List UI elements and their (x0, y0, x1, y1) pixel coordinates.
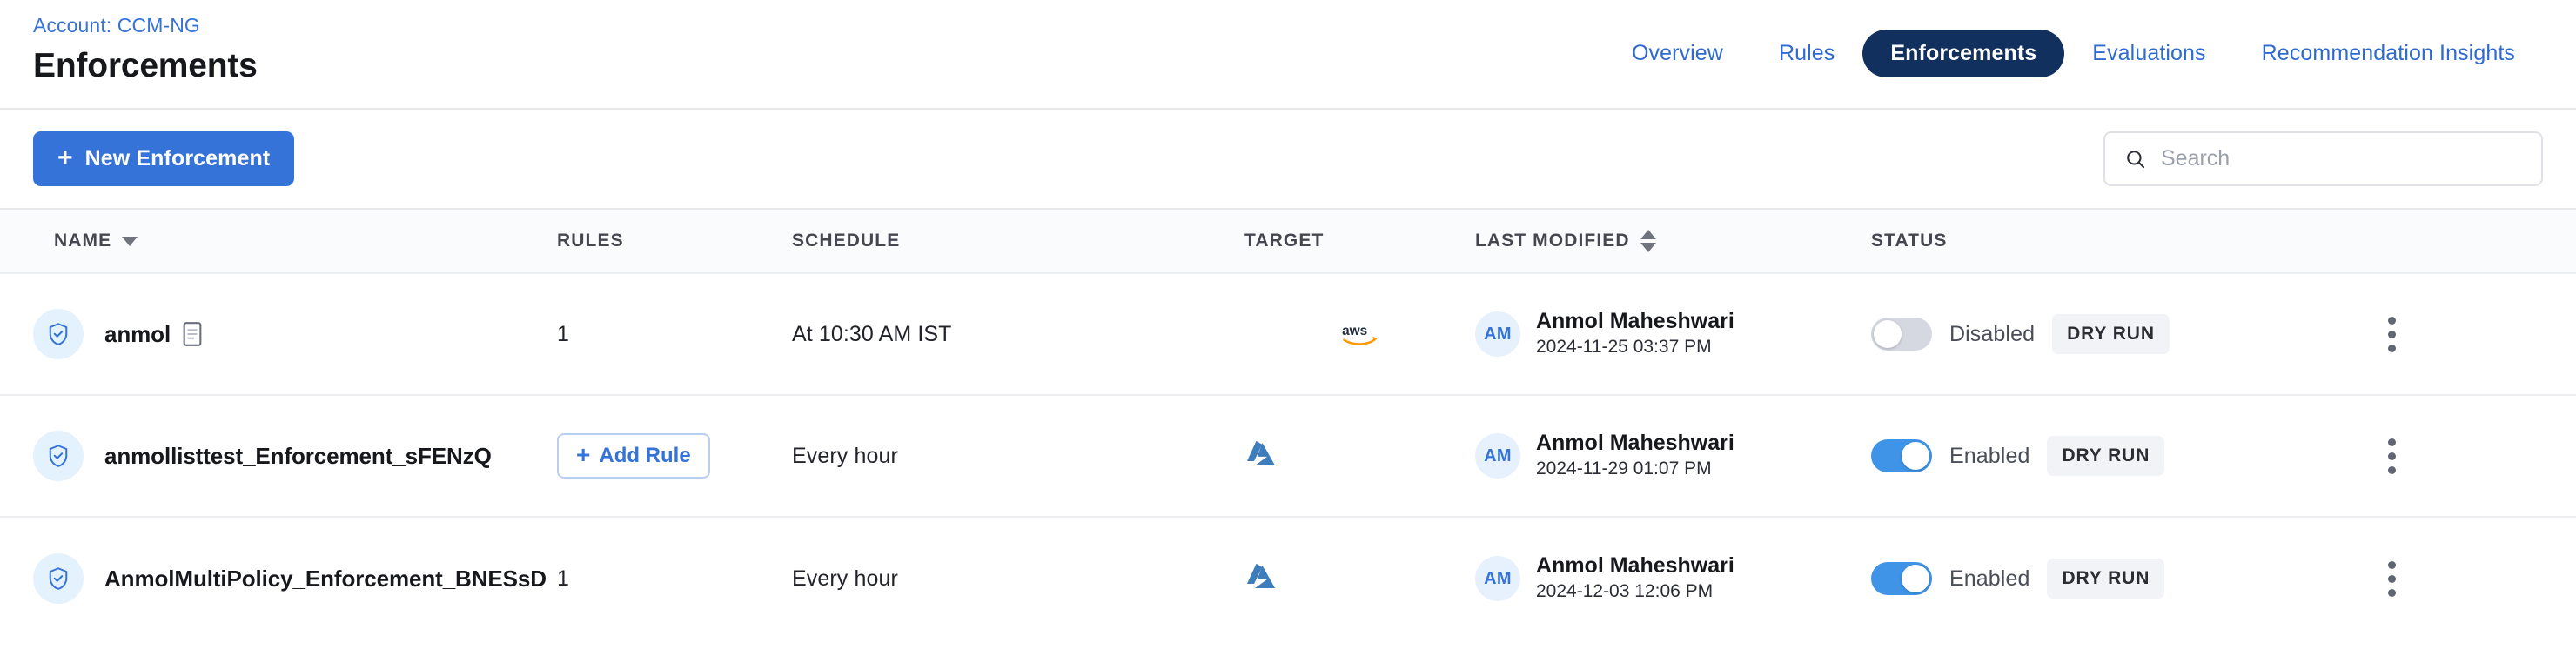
modified-at: 2024-11-29 01:07 PM (1536, 459, 1712, 479)
avatar: AM (1475, 311, 1520, 357)
schedule-text: At 10:30 AM IST (792, 321, 952, 346)
modified-at: 2024-12-03 12:06 PM (1536, 581, 1714, 602)
cell-actions (2341, 310, 2576, 359)
rules-count: 1 (557, 321, 570, 346)
column-header-last-modified-label: LAST MODIFIED (1475, 231, 1630, 251)
new-enforcement-label: New Enforcement (84, 146, 271, 171)
status-toggle[interactable] (1871, 562, 1932, 595)
enforcement-name[interactable]: anmollisttest_Enforcement_sFENzQ (104, 442, 492, 469)
cell-actions (2341, 554, 2576, 604)
azure-logo-icon (1244, 563, 1278, 595)
modified-by: Anmol Maheshwari (1536, 309, 1734, 334)
header-left: Account: CCM-NG Enforcements (33, 0, 258, 89)
azure-logo-icon (1244, 440, 1278, 472)
schedule-text: Every hour (792, 443, 898, 468)
plus-icon: + (57, 143, 73, 172)
add-rule-label: Add Rule (599, 444, 691, 467)
cell-status: Enabled DRY RUN (1871, 559, 2341, 599)
search-icon (2127, 150, 2145, 168)
cell-target (1244, 439, 1475, 473)
cell-last-modified: AM Anmol Maheshwari 2024-11-25 03:37 PM (1475, 308, 1871, 360)
kebab-menu-icon[interactable] (2381, 310, 2403, 359)
enforcement-name[interactable]: AnmolMultiPolicy_Enforcement_BNESsD (104, 565, 547, 592)
page-title: Enforcements (33, 47, 258, 85)
cell-name: anmollisttest_Enforcement_sFENzQ (0, 431, 557, 481)
avatar: AM (1475, 556, 1520, 601)
cell-target: aws (1244, 321, 1475, 347)
dry-run-badge: DRY RUN (2047, 436, 2165, 476)
toolbar: + New Enforcement (0, 110, 2576, 210)
cell-target (1244, 562, 1475, 596)
cell-rules: 1 (557, 322, 792, 347)
dry-run-badge: DRY RUN (2047, 559, 2165, 599)
cell-status: Disabled DRY RUN (1871, 314, 2341, 354)
tab-rules[interactable]: Rules (1778, 41, 1835, 65)
cell-last-modified: AM Anmol Maheshwari 2024-12-03 12:06 PM (1475, 552, 1871, 605)
column-header-rules-label: RULES (557, 231, 624, 251)
column-header-status: STATUS (1871, 231, 2341, 251)
kebab-menu-icon[interactable] (2381, 432, 2403, 481)
cell-name: AnmolMultiPolicy_Enforcement_BNESsD (0, 553, 557, 604)
tab-overview[interactable]: Overview (1631, 41, 1723, 65)
status-label: Disabled (1949, 321, 2036, 346)
svg-text:aws: aws (1342, 324, 1367, 338)
modified-at: 2024-11-25 03:37 PM (1536, 337, 1712, 358)
dry-run-badge: DRY RUN (2052, 314, 2170, 354)
cell-actions (2341, 432, 2576, 481)
status-label: Enabled (1949, 566, 2030, 591)
tab-evaluations[interactable]: Evaluations (2092, 41, 2206, 65)
status-label: Enabled (1949, 443, 2030, 468)
status-toggle[interactable] (1871, 439, 1932, 472)
new-enforcement-button[interactable]: + New Enforcement (33, 131, 295, 186)
sort-both-icon[interactable] (1640, 230, 1656, 252)
column-header-name-label: NAME (54, 231, 112, 251)
search-input[interactable] (2161, 146, 2522, 171)
cell-last-modified: AM Anmol Maheshwari 2024-11-29 01:07 PM (1475, 430, 1871, 482)
cell-schedule: At 10:30 AM IST (792, 322, 1244, 347)
search-box[interactable] (2103, 131, 2543, 186)
plus-icon: + (576, 441, 591, 468)
column-header-last-modified[interactable]: LAST MODIFIED (1475, 230, 1871, 252)
aws-logo-icon: aws (1244, 321, 1475, 347)
enforcement-name[interactable]: anmol (104, 320, 171, 347)
rules-count: 1 (557, 566, 570, 591)
shield-check-icon (33, 431, 84, 481)
column-header-status-label: STATUS (1871, 231, 1948, 251)
avatar: AM (1475, 433, 1520, 479)
schedule-text: Every hour (792, 566, 898, 591)
tab-recommendation-insights[interactable]: Recommendation Insights (2261, 41, 2515, 65)
cell-schedule: Every hour (792, 444, 1244, 469)
tab-enforcements[interactable]: Enforcements (1862, 30, 2065, 77)
shield-check-icon (33, 309, 84, 359)
shield-check-icon (33, 553, 84, 604)
column-header-rules: RULES (557, 231, 792, 251)
table-row[interactable]: anmollisttest_Enforcement_sFENzQ + Add R… (0, 396, 2576, 518)
table-row[interactable]: anmol 1 At 10:30 AM IST (0, 274, 2576, 396)
enforcements-table: NAME RULES SCHEDULE TARGET LAST MODIFIED… (0, 210, 2576, 639)
document-icon[interactable] (183, 322, 202, 346)
column-header-target-label: TARGET (1244, 231, 1325, 251)
cell-status: Enabled DRY RUN (1871, 436, 2341, 476)
column-header-schedule-label: SCHEDULE (792, 231, 901, 251)
column-header-name[interactable]: NAME (0, 231, 557, 251)
table-row[interactable]: AnmolMultiPolicy_Enforcement_BNESsD 1 Ev… (0, 518, 2576, 639)
cell-schedule: Every hour (792, 566, 1244, 592)
modified-by: Anmol Maheshwari (1536, 431, 1734, 456)
sort-desc-icon[interactable] (122, 236, 138, 246)
cell-rules: 1 (557, 566, 792, 592)
nav-tabs: Overview Rules Enforcements Evaluations … (1604, 30, 2543, 77)
cell-name: anmol (0, 309, 557, 359)
status-toggle[interactable] (1871, 318, 1932, 351)
account-breadcrumb[interactable]: Account: CCM-NG (33, 14, 200, 37)
modified-by: Anmol Maheshwari (1536, 553, 1734, 579)
column-header-schedule: SCHEDULE (792, 231, 1244, 251)
table-header-row: NAME RULES SCHEDULE TARGET LAST MODIFIED… (0, 210, 2576, 274)
page-header: Account: CCM-NG Enforcements Overview Ru… (0, 0, 2576, 110)
kebab-menu-icon[interactable] (2381, 554, 2403, 604)
add-rule-button[interactable]: + Add Rule (557, 433, 710, 479)
cell-rules: + Add Rule (557, 433, 792, 479)
column-header-target: TARGET (1244, 231, 1475, 251)
